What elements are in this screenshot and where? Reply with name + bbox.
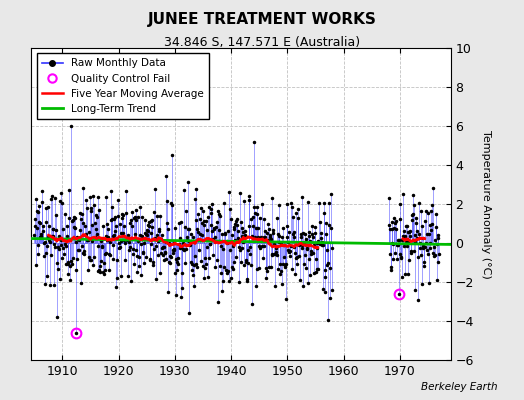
Legend: Raw Monthly Data, Quality Control Fail, Five Year Moving Average, Long-Term Tren: Raw Monthly Data, Quality Control Fail, … <box>37 53 209 119</box>
Text: Berkeley Earth: Berkeley Earth <box>421 382 498 392</box>
Text: 34.846 S, 147.571 E (Australia): 34.846 S, 147.571 E (Australia) <box>164 36 360 49</box>
Y-axis label: Temperature Anomaly (°C): Temperature Anomaly (°C) <box>481 130 490 278</box>
Text: JUNEE TREATMENT WORKS: JUNEE TREATMENT WORKS <box>148 12 376 27</box>
